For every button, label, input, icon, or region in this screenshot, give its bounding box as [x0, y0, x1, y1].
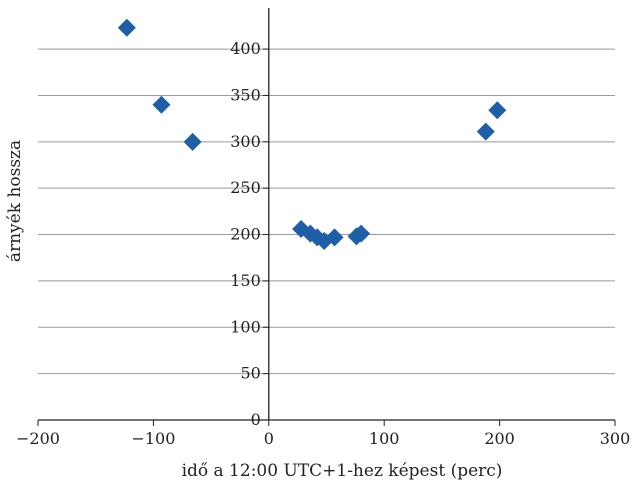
x-axis-label: idő a 12:00 UTC+1-hez képest (perc)	[182, 461, 503, 481]
y-axis-label: árnyék hossza	[5, 140, 25, 262]
x-tick-label: 200	[484, 429, 515, 448]
data-point	[488, 101, 507, 120]
tick-labels: 0 50 100 150 200 250 300 350 400 −200 −100 0 100 200 3…	[16, 39, 630, 448]
data-point	[152, 95, 171, 114]
data-point	[325, 228, 344, 247]
x-tick-label: 100	[369, 429, 400, 448]
y-tick-label: 0	[251, 410, 261, 429]
y-tick-label: 100	[230, 317, 261, 336]
x-tick-label: 0	[264, 429, 274, 448]
data-point	[352, 224, 371, 243]
y-tick-label: 200	[230, 225, 261, 244]
x-tick-label: −200	[16, 429, 60, 448]
data-point	[117, 18, 136, 37]
data-point	[183, 132, 202, 151]
axes	[37, 8, 616, 426]
gridlines	[38, 48, 615, 375]
y-tick-label: 400	[230, 39, 261, 58]
y-tick-label: 350	[230, 85, 261, 104]
x-tick-label: 300	[600, 429, 631, 448]
y-tick-label: 50	[240, 364, 260, 383]
x-tick-label: −100	[131, 429, 175, 448]
y-tick-label: 250	[230, 178, 261, 197]
y-tick-label: 300	[230, 132, 261, 151]
data-points	[117, 18, 507, 251]
data-point	[476, 122, 495, 141]
y-tick-label: 150	[230, 271, 261, 290]
